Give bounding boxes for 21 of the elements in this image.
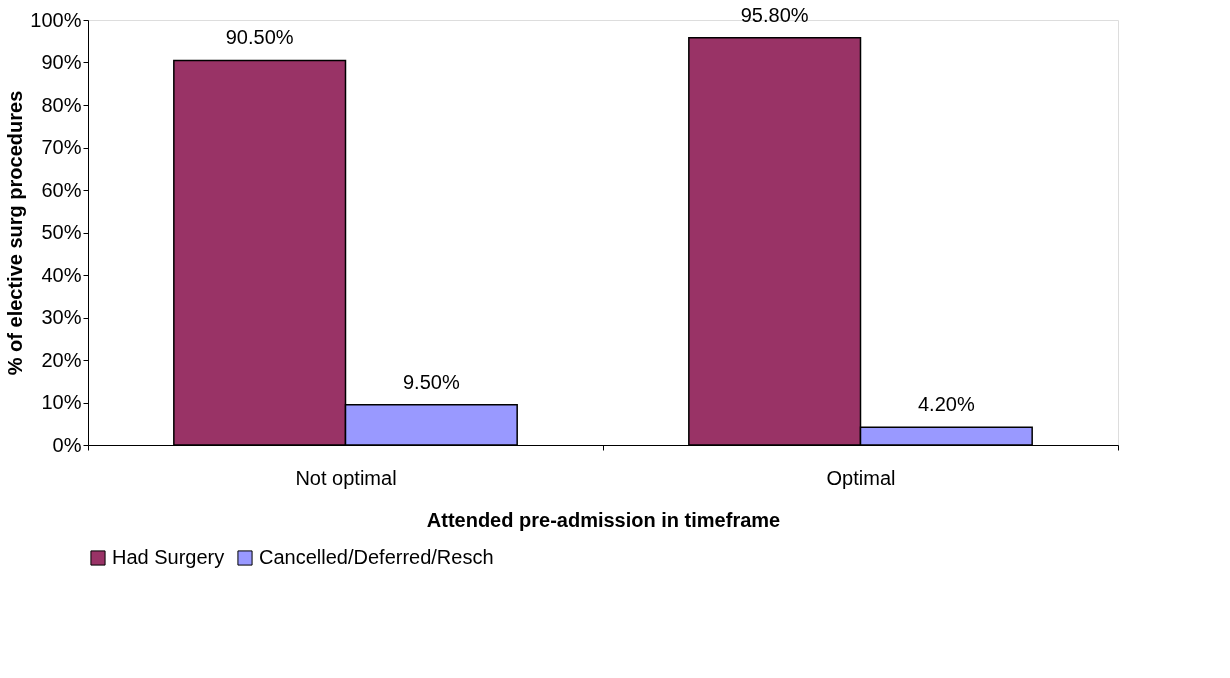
y-tick-label: 20% [41, 348, 82, 371]
data-label: 4.20% [917, 393, 975, 416]
x-axis-title: Attended pre-admission in timeframe [426, 508, 781, 531]
x-tick-label: Optimal [826, 466, 896, 489]
y-tick-label: 0% [52, 433, 82, 456]
data-label: 90.50% [225, 26, 294, 49]
data-label: 95.80% [740, 3, 809, 26]
legend-label: Cancelled/Deferred/Resch [259, 546, 494, 568]
y-tick-label: 30% [41, 306, 82, 328]
y-tick-label: 90% [41, 51, 82, 73]
legend-label: Had Surgery [112, 546, 225, 568]
y-tick-label: 100% [30, 8, 82, 31]
y-tick-label: 80% [41, 93, 82, 116]
data-label: 9.50% [402, 370, 460, 393]
y-tick-label: 60% [41, 178, 82, 201]
y-tick-label: 10% [41, 391, 82, 413]
y-axis-title: % of elective surg procedures [4, 90, 27, 376]
x-tick-label: Not optimal [295, 466, 397, 489]
y-tick-label: 40% [41, 263, 82, 286]
y-tick-label: 70% [41, 136, 82, 158]
y-tick-label: 50% [41, 221, 82, 243]
